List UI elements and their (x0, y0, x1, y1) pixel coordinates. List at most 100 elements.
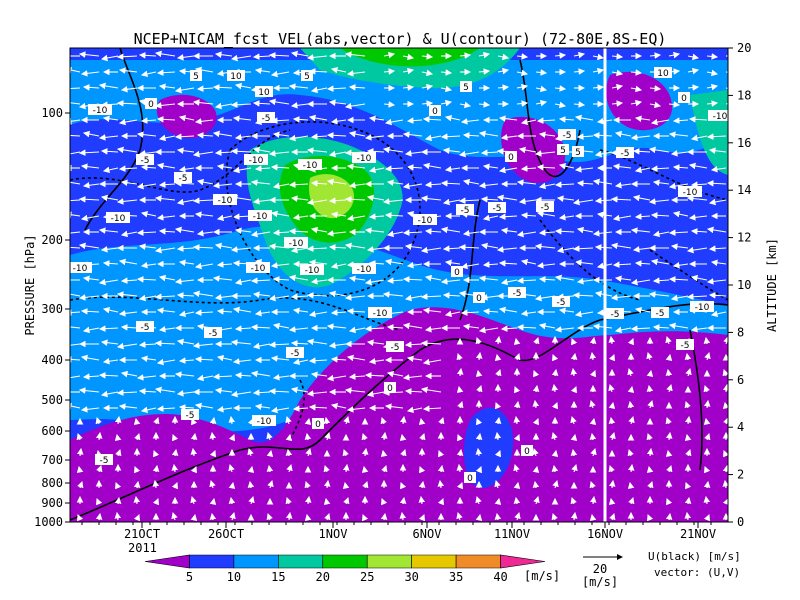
wind-vector (646, 465, 654, 474)
chart-title: NCEP+NICAM_fcst VEL(abs,vector) & U(cont… (134, 30, 667, 48)
wind-vector (178, 310, 195, 318)
wind-vector (214, 294, 233, 301)
wind-vector (348, 182, 366, 189)
wind-vector (570, 367, 578, 377)
contour-label-bg (386, 341, 404, 352)
wind-vector (627, 367, 634, 377)
wind-vector (344, 242, 366, 250)
wind-vector (140, 261, 157, 269)
wind-vector (102, 357, 119, 365)
wind-vector (648, 146, 670, 154)
wind-vector (330, 402, 347, 410)
contour-label: 0 (467, 474, 473, 484)
wind-vector (272, 322, 290, 330)
wind-vector (589, 495, 597, 505)
wind-vector (556, 195, 575, 202)
wind-vector (570, 352, 578, 361)
wind-vector (116, 99, 138, 107)
wind-vector (685, 367, 692, 377)
wind-vector (114, 496, 122, 505)
contour-label: -5 (262, 114, 271, 124)
wind-vector (462, 178, 480, 186)
wind-vector (384, 403, 404, 410)
wind-vector (216, 354, 233, 362)
wind-vector (514, 511, 521, 521)
pressure-tick-label: 1000 (34, 515, 63, 529)
wind-vector (342, 448, 349, 457)
wind-vector (589, 417, 597, 426)
wind-vector (254, 403, 271, 411)
contour-minus10-b (649, 249, 728, 301)
wind-vector (498, 166, 518, 174)
wind-vector (494, 335, 502, 345)
wind-vector (212, 84, 233, 91)
wind-vector (532, 465, 540, 474)
contour-label: -5 (209, 329, 218, 339)
wind-vector (652, 179, 670, 186)
wind-vector (688, 116, 708, 123)
wind-vector (234, 278, 252, 286)
colorbar-swatch (455, 554, 501, 569)
wind-vector (252, 389, 271, 396)
contour-label-bg (204, 327, 222, 338)
wind-vector (114, 433, 122, 442)
wind-vector (384, 212, 404, 219)
contour-label-bg (464, 472, 476, 483)
wind-vector (706, 53, 719, 60)
wind-vector (120, 370, 138, 378)
contour-label-bg (368, 307, 392, 318)
wind-vector (418, 513, 426, 522)
wind-vector (646, 432, 653, 441)
wind-vector (176, 390, 195, 397)
wind-vector (402, 276, 423, 283)
wind-vector (290, 102, 309, 109)
wind-vector (196, 374, 214, 382)
wind-vector (95, 512, 103, 521)
wind-vector (460, 262, 480, 270)
wind-vector (348, 326, 366, 334)
wind-vector (670, 243, 689, 250)
wind-vector (630, 69, 643, 76)
wind-vector (589, 336, 597, 345)
wind-vector (570, 448, 578, 457)
time-tick-label: 26OCT (208, 527, 244, 541)
wind-vector (632, 148, 651, 155)
wind-vector (248, 495, 255, 505)
wind-vector (344, 102, 366, 110)
wind-vector (288, 326, 309, 333)
wind-vector (386, 277, 404, 284)
wind-vector (228, 463, 235, 473)
colorbar-units: [m/s] (524, 569, 560, 583)
wind-vector (406, 406, 423, 414)
wind-vector (538, 229, 556, 236)
wind-vector (608, 416, 616, 425)
wind-vector (532, 384, 540, 393)
wind-vector (152, 464, 160, 473)
wind-vector (250, 230, 271, 238)
wind-vector (366, 246, 385, 253)
wind-vector (668, 51, 681, 59)
wind-vector (572, 198, 594, 206)
wind-vector (174, 226, 195, 234)
wind-vector (589, 480, 596, 489)
wind-vector (154, 386, 176, 394)
wind-vector (708, 245, 727, 252)
pressure-tick-label: 700 (41, 453, 63, 467)
wind-vector (497, 67, 510, 75)
wind-vector (404, 388, 423, 395)
wind-vector (404, 341, 423, 348)
wind-vector (214, 51, 233, 58)
wind-vector (344, 195, 366, 203)
wind-vector (194, 402, 214, 410)
wind-vector (98, 325, 119, 332)
wind-vector (630, 99, 643, 107)
contour-label: -5 (541, 203, 550, 213)
contour-zero-upper (84, 48, 144, 231)
wind-vector (672, 164, 689, 171)
wind-vector (516, 230, 537, 238)
wind-vector (176, 338, 195, 346)
wind-vector (310, 86, 328, 94)
wind-vector (706, 278, 727, 285)
wind-vector (268, 341, 290, 349)
wind-vector (706, 180, 727, 187)
